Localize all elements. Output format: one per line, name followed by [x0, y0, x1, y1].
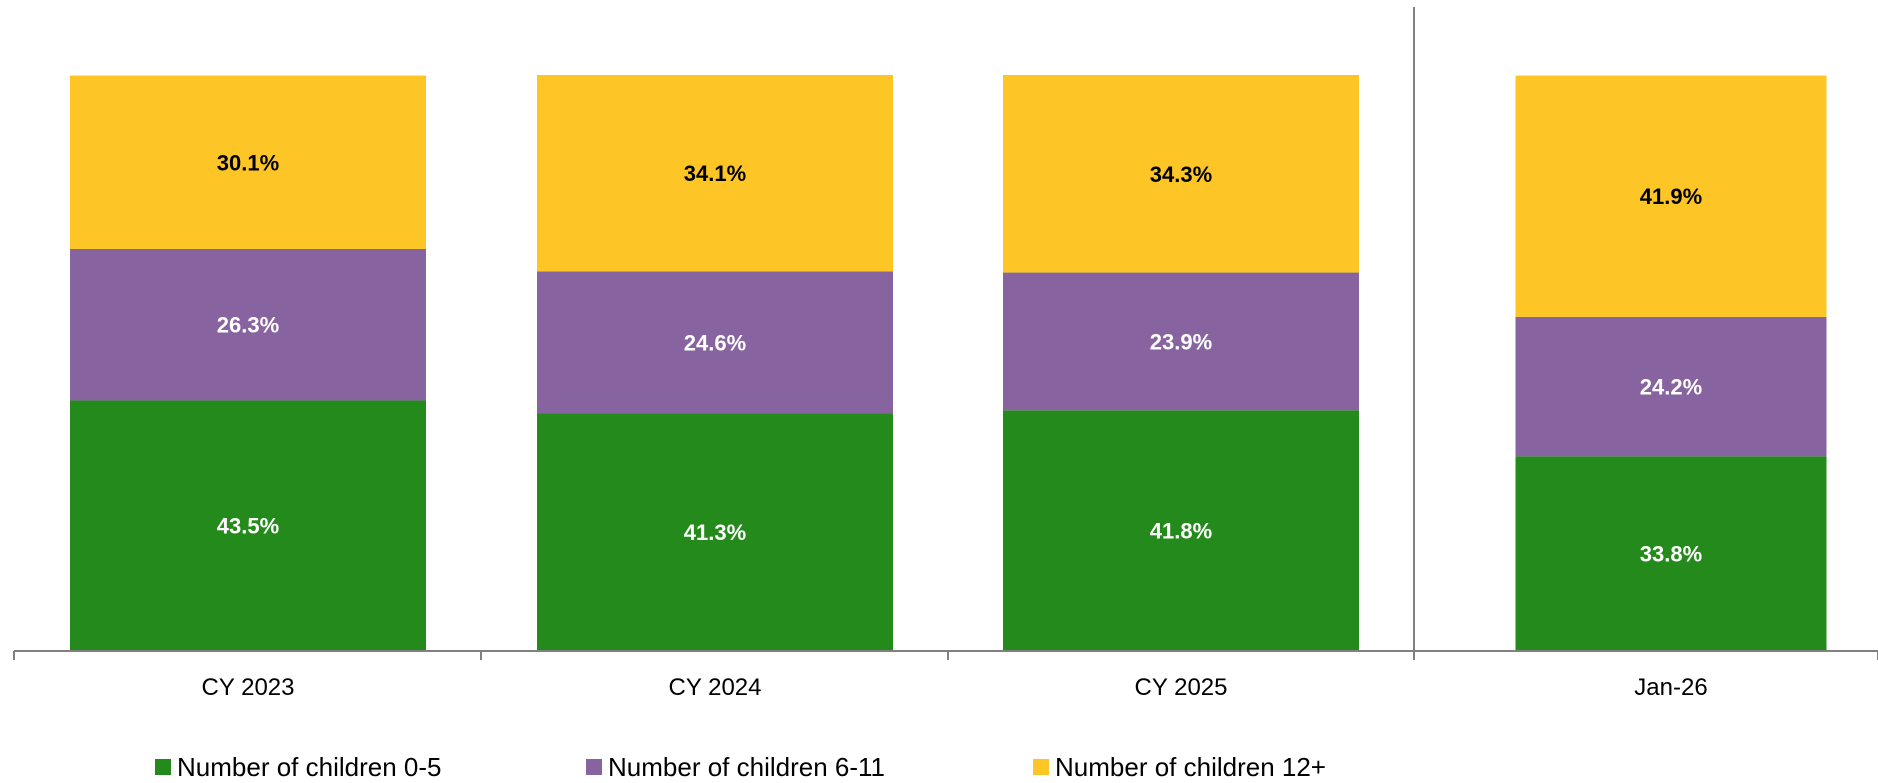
category-label: CY 2024 — [669, 674, 762, 701]
legend-item: Number of children 6-11 — [586, 752, 885, 782]
legend: Number of children 0-5 Number of children… — [0, 752, 1878, 782]
data-label: 43.5% — [217, 514, 279, 539]
bar-segment — [1515, 456, 1827, 651]
data-label: 24.2% — [1640, 375, 1702, 400]
bar-segment — [1003, 410, 1359, 651]
data-label: 30.1% — [217, 150, 279, 175]
stacked-bar-chart: 43.5% 26.3% 30.1% CY 2023 41.3% 24.6% 34.1% CY … — [13, 7, 1878, 701]
bar-segment — [1003, 75, 1359, 273]
data-label: 34.1% — [684, 161, 746, 186]
data-label: 26.3% — [217, 313, 279, 338]
category-label: CY 2023 — [202, 674, 295, 701]
bar-segment — [537, 75, 893, 272]
bar-segment — [537, 413, 893, 651]
legend-label: Number of children 12+ — [1055, 752, 1326, 782]
legend-item: Number of children 0-5 — [155, 752, 441, 782]
data-label: 41.9% — [1640, 184, 1702, 209]
data-label: 23.9% — [1150, 329, 1212, 354]
bar-segment — [537, 271, 893, 414]
data-label: 41.8% — [1150, 519, 1212, 544]
data-label: 33.8% — [1640, 542, 1702, 567]
legend-swatch — [586, 759, 602, 775]
legend-label: Number of children 6-11 — [608, 752, 885, 782]
legend-swatch — [1033, 759, 1049, 775]
bar-segment — [1515, 75, 1827, 317]
bar-segment — [70, 75, 426, 249]
bar-segment — [70, 400, 426, 651]
bar-segment — [70, 248, 426, 401]
data-label: 24.6% — [684, 330, 746, 355]
data-label: 41.3% — [684, 520, 746, 545]
legend-swatch — [155, 759, 171, 775]
legend-label: Number of children 0-5 — [177, 752, 442, 782]
category-label: CY 2025 — [1135, 674, 1228, 701]
bar-segment — [1003, 272, 1359, 411]
data-label: 34.3% — [1150, 162, 1212, 187]
legend-item: Number of children 12+ — [1033, 752, 1326, 782]
category-label: Jan-26 — [1634, 674, 1707, 701]
bar-segment — [1515, 316, 1827, 457]
